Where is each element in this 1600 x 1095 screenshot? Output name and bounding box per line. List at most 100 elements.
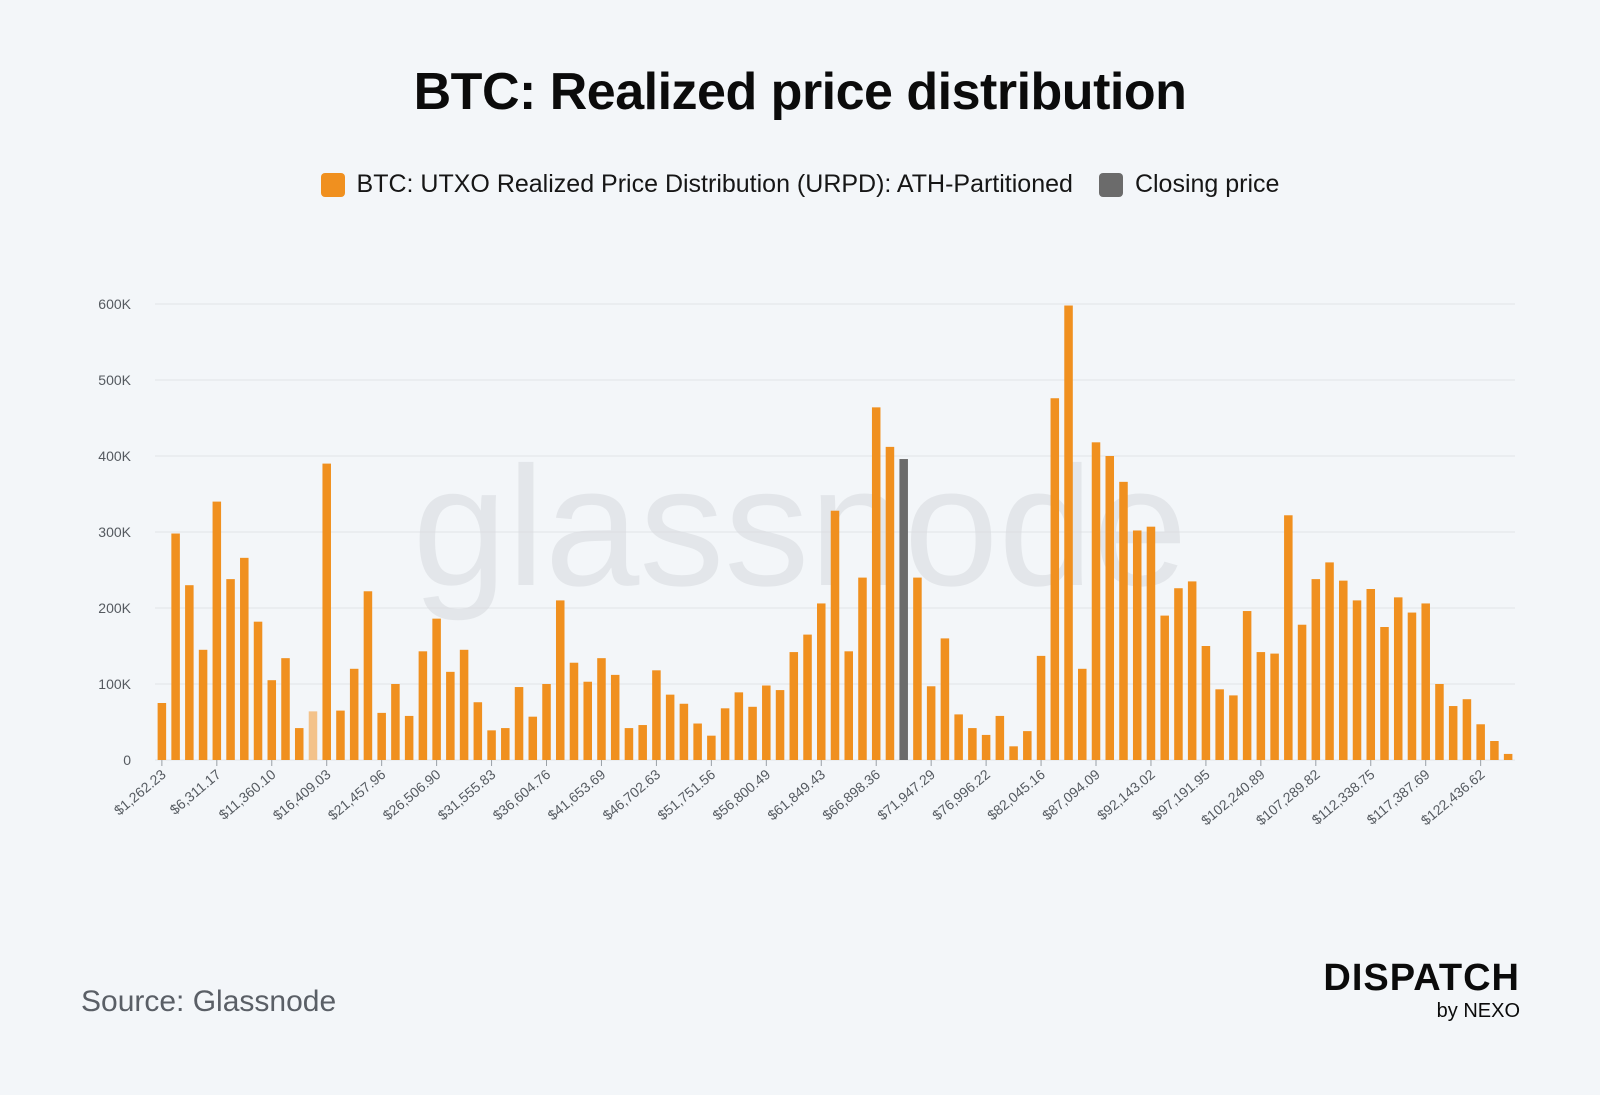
urpd-bar[interactable] xyxy=(748,706,757,760)
urpd-bar[interactable] xyxy=(693,723,702,760)
urpd-bar[interactable] xyxy=(267,680,277,760)
urpd-bar[interactable] xyxy=(281,658,290,760)
urpd-bar[interactable] xyxy=(157,703,167,760)
urpd-bar[interactable] xyxy=(995,715,1005,760)
urpd-bar[interactable] xyxy=(1490,741,1499,760)
urpd-bar[interactable] xyxy=(198,649,208,760)
urpd-bar[interactable] xyxy=(1229,695,1238,760)
urpd-bar[interactable] xyxy=(789,652,799,760)
urpd-bar[interactable] xyxy=(885,446,895,760)
urpd-bar[interactable] xyxy=(954,714,963,760)
urpd-bar[interactable] xyxy=(1064,305,1073,760)
urpd-bar[interactable] xyxy=(610,674,620,760)
urpd-bar[interactable] xyxy=(597,658,606,760)
urpd-bar[interactable] xyxy=(322,463,331,760)
urpd-bar[interactable] xyxy=(775,690,785,760)
urpd-bar[interactable] xyxy=(1284,515,1293,760)
urpd-bar[interactable] xyxy=(1009,746,1018,760)
urpd-bar[interactable] xyxy=(1311,579,1321,760)
urpd-bar[interactable] xyxy=(734,692,744,760)
urpd-bar[interactable] xyxy=(528,716,538,760)
urpd-bar[interactable] xyxy=(1366,589,1376,760)
urpd-bar[interactable] xyxy=(1421,603,1430,760)
urpd-bar[interactable] xyxy=(459,649,469,760)
urpd-bar[interactable] xyxy=(1352,600,1362,760)
urpd-bar[interactable] xyxy=(1339,580,1348,760)
urpd-bar[interactable] xyxy=(844,651,853,760)
urpd-bar[interactable] xyxy=(762,685,771,760)
urpd-bar[interactable] xyxy=(803,634,812,760)
urpd-bar[interactable] xyxy=(1242,611,1252,760)
urpd-bar[interactable] xyxy=(858,577,867,760)
urpd-bar[interactable] xyxy=(926,686,936,760)
urpd-bar[interactable] xyxy=(830,510,840,760)
urpd-bar[interactable] xyxy=(638,725,647,760)
urpd-bar[interactable] xyxy=(363,591,373,760)
urpd-bar[interactable] xyxy=(981,734,991,760)
urpd-bar[interactable] xyxy=(1105,456,1115,760)
urpd-bar[interactable] xyxy=(391,684,400,760)
urpd-bar[interactable] xyxy=(418,651,428,760)
urpd-bar[interactable] xyxy=(1132,530,1142,760)
urpd-bar[interactable] xyxy=(1297,624,1307,760)
urpd-bar[interactable] xyxy=(871,407,881,760)
urpd-bar[interactable] xyxy=(1325,562,1334,760)
urpd-bar[interactable] xyxy=(1380,627,1389,760)
urpd-bar[interactable] xyxy=(1091,442,1101,760)
urpd-bar[interactable] xyxy=(624,728,634,760)
urpd-bar[interactable] xyxy=(1448,706,1458,760)
urpd-bar[interactable] xyxy=(212,501,222,760)
urpd-bar[interactable] xyxy=(253,621,263,760)
urpd-bar[interactable] xyxy=(665,694,675,760)
urpd-bar[interactable] xyxy=(1201,646,1211,760)
urpd-bar[interactable] xyxy=(1174,588,1183,760)
urpd-bar[interactable] xyxy=(473,702,483,760)
urpd-bar[interactable] xyxy=(1256,652,1266,760)
urpd-bar[interactable] xyxy=(1476,724,1485,760)
urpd-bar[interactable] xyxy=(240,557,249,760)
urpd-bar[interactable] xyxy=(501,728,510,760)
urpd-bar[interactable] xyxy=(1215,689,1224,760)
urpd-bar[interactable] xyxy=(349,668,359,760)
urpd-bar[interactable] xyxy=(720,708,730,760)
urpd-bar[interactable] xyxy=(679,703,689,760)
urpd-bar[interactable] xyxy=(1036,655,1046,760)
legend-item-closing-price[interactable]: Closing price xyxy=(1098,170,1279,199)
urpd-bar[interactable] xyxy=(171,533,180,760)
urpd-bar[interactable] xyxy=(817,603,826,760)
urpd-bar[interactable] xyxy=(377,712,386,760)
urpd-bar[interactable] xyxy=(1270,653,1279,760)
urpd-bar[interactable] xyxy=(294,728,304,760)
urpd-bar[interactable] xyxy=(968,728,977,760)
urpd-bar[interactable] xyxy=(1187,581,1197,760)
urpd-bar[interactable] xyxy=(707,735,716,760)
urpd-bar[interactable] xyxy=(487,730,496,760)
urpd-bar[interactable] xyxy=(1503,753,1513,760)
legend-item-urpd[interactable]: BTC: UTXO Realized Price Distribution (U… xyxy=(320,170,1073,199)
urpd-bar[interactable] xyxy=(308,711,318,760)
urpd-bar[interactable] xyxy=(185,585,194,760)
urpd-bar[interactable] xyxy=(652,670,661,760)
urpd-bar[interactable] xyxy=(514,687,524,760)
urpd-bar[interactable] xyxy=(1393,597,1403,760)
urpd-bar[interactable] xyxy=(226,579,235,760)
urpd-bar[interactable] xyxy=(1435,684,1444,760)
urpd-bar[interactable] xyxy=(1462,699,1472,760)
urpd-bar[interactable] xyxy=(404,715,414,760)
urpd-bar[interactable] xyxy=(542,684,551,760)
urpd-bar[interactable] xyxy=(555,600,565,760)
urpd-bar[interactable] xyxy=(1160,615,1169,760)
urpd-bar[interactable] xyxy=(569,662,579,760)
urpd-bar[interactable] xyxy=(1050,398,1060,760)
urpd-bar[interactable] xyxy=(1407,612,1417,760)
urpd-bar[interactable] xyxy=(1078,668,1087,760)
urpd-bar[interactable] xyxy=(1023,731,1032,760)
urpd-bar[interactable] xyxy=(1119,481,1128,760)
urpd-bar[interactable] xyxy=(940,638,950,760)
urpd-bar[interactable] xyxy=(446,671,455,760)
closing-price-bar[interactable] xyxy=(899,459,908,760)
urpd-bar[interactable] xyxy=(913,577,922,760)
urpd-bar[interactable] xyxy=(1146,526,1156,760)
urpd-bar[interactable] xyxy=(336,710,345,760)
urpd-bar[interactable] xyxy=(432,618,441,760)
